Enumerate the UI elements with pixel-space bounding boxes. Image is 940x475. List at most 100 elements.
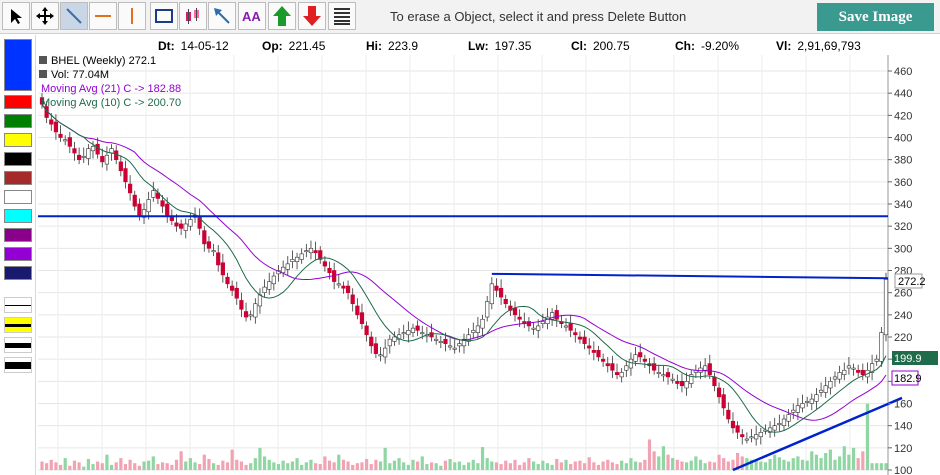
volume-bar <box>369 464 373 470</box>
diagonal-arrow-icon <box>214 8 230 24</box>
candle-body <box>800 403 805 409</box>
volume-bar <box>448 458 452 470</box>
volume-bar <box>522 462 526 470</box>
price-tick-label: 420 <box>894 110 912 122</box>
volume-bar <box>332 462 336 470</box>
volume-bar <box>355 463 359 470</box>
up-arrow-tool[interactable] <box>268 2 296 30</box>
move-tool[interactable] <box>31 2 59 30</box>
candle-body <box>132 194 137 207</box>
horizontal-line-tool[interactable] <box>89 2 117 30</box>
menu-tool[interactable] <box>328 2 356 30</box>
candle-body <box>434 338 439 341</box>
price-tick-label: 320 <box>894 221 912 233</box>
candle-body <box>429 332 434 338</box>
fibonacci-icon: AA <box>242 9 261 24</box>
candle-body <box>494 285 499 291</box>
price-chart[interactable]: 1001201401601802002202402602803003203403… <box>36 55 940 475</box>
candle-body <box>262 286 267 293</box>
stroke-thick[interactable] <box>4 337 32 353</box>
rectangle-tool[interactable] <box>150 2 178 30</box>
candle-body <box>633 354 638 362</box>
color-swatch-red[interactable] <box>4 95 32 109</box>
color-swatch-white[interactable] <box>4 190 32 204</box>
down-arrow-tool[interactable] <box>298 2 326 30</box>
volume-bar <box>290 461 295 470</box>
candle-tool[interactable] <box>179 2 207 30</box>
arrow-tool[interactable] <box>208 2 236 30</box>
candle-body <box>239 300 244 310</box>
candle-body <box>846 365 852 369</box>
volume-bar <box>671 458 675 470</box>
candle-body <box>531 327 536 330</box>
price-tick-label: 260 <box>894 288 912 300</box>
stroke-thin[interactable] <box>4 297 32 313</box>
candle-body <box>758 432 763 438</box>
volume-bar <box>383 447 387 470</box>
candle-body <box>202 230 207 245</box>
vertical-line-tool[interactable] <box>118 2 146 30</box>
volume-bar <box>606 459 610 470</box>
volume-bar <box>638 462 642 470</box>
volume-bar <box>601 461 605 470</box>
volume-bar <box>703 463 707 470</box>
color-swatch-magenta[interactable] <box>4 228 32 242</box>
candle-body <box>656 372 661 374</box>
volume-bar <box>439 465 443 470</box>
price-tick-label: 240 <box>894 310 912 322</box>
trendline-tool[interactable] <box>60 2 88 30</box>
resistance-drawn-line[interactable] <box>491 272 889 280</box>
color-swatch-blue-selected[interactable] <box>4 39 32 91</box>
candle-body <box>169 217 174 221</box>
color-swatch-cyan[interactable] <box>4 209 32 223</box>
legend-ma10: Moving Avg (10) C -> 200.70 <box>41 97 181 109</box>
volume-bar <box>230 449 234 470</box>
color-swatch-black[interactable] <box>4 152 32 166</box>
volume-bar <box>615 464 619 470</box>
volume-bar <box>374 459 378 470</box>
volume-bar <box>462 464 466 470</box>
candle-body <box>791 409 796 413</box>
candle-body <box>67 137 72 147</box>
volume-bar <box>513 459 517 470</box>
chart-grid <box>38 55 889 475</box>
candle-body <box>100 156 105 163</box>
candle-body <box>856 369 861 373</box>
stroke-medium-selected[interactable] <box>4 317 32 333</box>
color-swatch-brown[interactable] <box>4 171 32 185</box>
volume-bar <box>884 463 888 470</box>
candle-body <box>568 323 573 331</box>
volume-bar <box>49 459 53 470</box>
fibonacci-tool[interactable]: AA <box>238 2 266 30</box>
candle-body <box>563 325 569 328</box>
save-image-button[interactable]: Save Image <box>817 3 934 31</box>
color-swatch-navy[interactable] <box>4 266 32 280</box>
candle-body <box>726 409 731 420</box>
candle-body <box>679 381 685 387</box>
volume-bar <box>262 456 267 470</box>
candle-body <box>378 354 383 357</box>
volume-icon <box>39 70 47 78</box>
candle-body <box>536 325 541 331</box>
volume-bar <box>791 458 795 470</box>
candle-body <box>638 352 643 358</box>
candle-body <box>684 381 689 389</box>
candle-body <box>461 338 467 347</box>
volume-bar <box>657 456 661 470</box>
stroke-thicker[interactable] <box>4 357 32 373</box>
trend-drawn-line[interactable] <box>732 396 903 472</box>
candle-body <box>364 325 369 336</box>
volume-bar <box>45 463 49 470</box>
volume-bar <box>555 458 559 470</box>
candle-body <box>517 316 522 320</box>
color-swatch-green[interactable] <box>4 114 32 128</box>
pointer-tool[interactable] <box>2 2 30 30</box>
candle-body <box>823 385 828 393</box>
candle-body <box>392 336 397 342</box>
color-swatch-violet[interactable] <box>4 247 32 261</box>
stock-icon <box>39 56 47 64</box>
volume-bar <box>847 454 851 470</box>
volume-bar <box>360 462 364 470</box>
color-swatch-yellow[interactable] <box>4 133 32 147</box>
volume-bar <box>527 458 531 470</box>
